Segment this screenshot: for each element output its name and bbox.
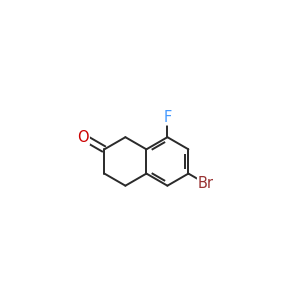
Text: Br: Br [198,176,214,191]
Text: F: F [163,110,172,125]
Text: O: O [78,130,89,145]
